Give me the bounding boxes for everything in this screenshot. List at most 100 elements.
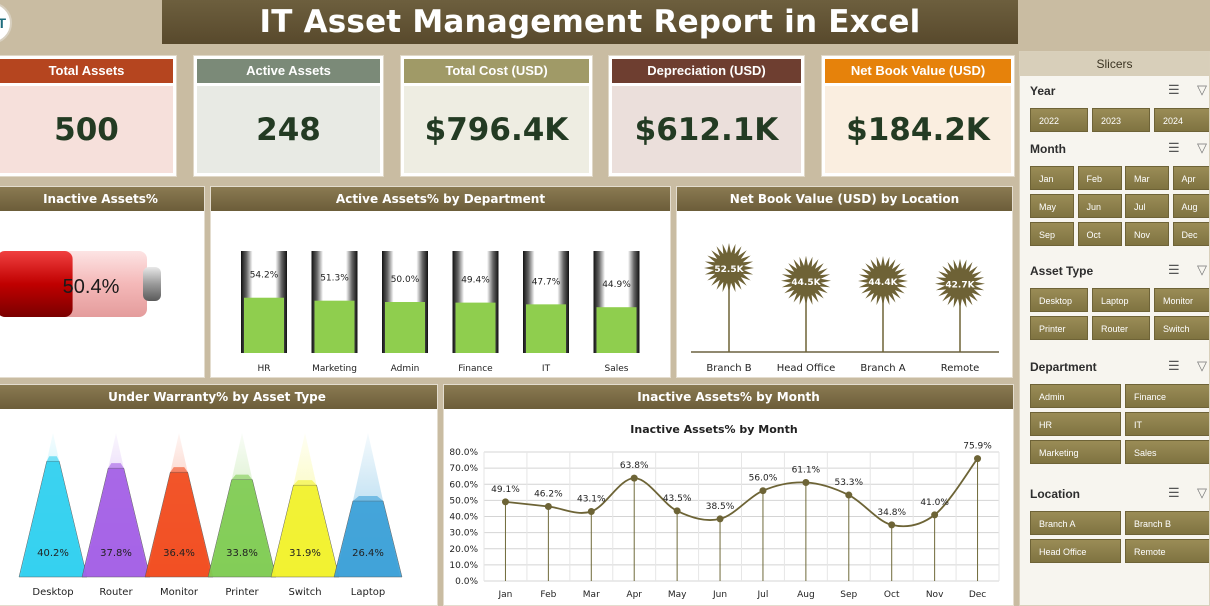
x-tick-label: Jun	[712, 590, 727, 600]
slicer-button-location[interactable]: Head Office	[1030, 539, 1121, 563]
clear-filter-icon[interactable]: ▽	[1197, 140, 1207, 155]
y-tick-label: 20.0%	[449, 545, 478, 555]
inactive-value-label: 50.4%	[63, 276, 120, 298]
slicer-button-month[interactable]: Oct	[1077, 222, 1122, 246]
data-label: 54.2%	[250, 271, 279, 281]
pyramid-bar	[18, 460, 88, 578]
slicer-button-month[interactable]: Sep	[1030, 222, 1074, 246]
data-label: 44.9%	[602, 280, 631, 290]
panel-title: Inactive Assets%	[0, 187, 204, 211]
multi-select-icon[interactable]: ☰	[1168, 358, 1180, 373]
category-label: Admin	[391, 364, 420, 374]
slicer-button-asset-type[interactable]: Switch	[1154, 316, 1209, 340]
slicer-button-month[interactable]: Jul	[1125, 194, 1169, 218]
kpi-net-book-value: Net Book Value (USD) $184.2K	[821, 55, 1015, 177]
data-label: 43.1%	[577, 495, 606, 505]
slicer-button-year[interactable]: 2024	[1154, 108, 1209, 132]
slicer-button-year[interactable]: 2023	[1092, 108, 1150, 132]
panel-title: Inactive Assets% by Month	[444, 385, 1013, 409]
category-label: Remote	[941, 363, 980, 374]
slicer-button-month[interactable]: Mar	[1125, 166, 1169, 190]
kpi-total-cost: Total Cost (USD) $796.4K	[400, 55, 593, 177]
slicer-button-department[interactable]: HR	[1030, 412, 1121, 436]
slicer-button-asset-type[interactable]: Desktop	[1030, 288, 1088, 312]
kpi-label: Total Assets	[0, 59, 173, 83]
battery-fill	[0, 251, 73, 317]
location-chart: 52.5K Branch B 44.5K Head Office 44.4K Branch…	[691, 243, 999, 374]
slicer-button-month[interactable]: Jan	[1030, 166, 1074, 190]
pyramid-cap	[108, 463, 124, 469]
pyramid-bar	[333, 500, 403, 578]
data-label: 41.0%	[920, 498, 949, 508]
slicer-button-asset-type[interactable]: Printer	[1030, 316, 1088, 340]
multi-select-icon[interactable]: ☰	[1168, 262, 1180, 277]
y-tick-label: 80.0%	[449, 448, 478, 458]
multi-select-icon[interactable]: ☰	[1168, 82, 1180, 97]
data-label: 37.8%	[100, 548, 132, 559]
slicer-button-month[interactable]: Nov	[1125, 222, 1169, 246]
kpi-total-assets: Total Assets 500	[0, 55, 177, 177]
clear-filter-icon[interactable]: ▽	[1197, 82, 1207, 97]
clear-filter-icon[interactable]: ▽	[1197, 485, 1207, 500]
data-point	[759, 487, 767, 495]
data-label: 36.4%	[163, 548, 195, 559]
bar	[455, 302, 496, 353]
category-label: IT	[542, 364, 551, 374]
data-point	[630, 474, 638, 482]
kpi-value: $184.2K	[825, 86, 1011, 173]
clear-filter-icon[interactable]: ▽	[1197, 358, 1207, 373]
data-point	[673, 507, 681, 515]
pyramid-cap	[170, 467, 188, 473]
slicer-button-asset-type[interactable]: Monitor	[1154, 288, 1209, 312]
slicer-button-location[interactable]: Branch A	[1030, 511, 1121, 535]
inactive-by-month-panel: Inactive Assets% by Month Inactive Asset…	[443, 384, 1014, 606]
data-label: 63.8%	[620, 461, 649, 471]
kpi-value: 500	[0, 86, 173, 173]
x-tick-label: Sep	[840, 590, 857, 600]
slicer-button-department[interactable]: Sales	[1125, 440, 1209, 464]
slicer-button-department[interactable]: IT	[1125, 412, 1209, 436]
slicer-button-department[interactable]: Admin	[1030, 384, 1121, 408]
clear-filter-icon[interactable]: ▽	[1197, 262, 1207, 277]
slicer-button-department[interactable]: Marketing	[1030, 440, 1121, 464]
panel-title: Active Assets% by Department	[211, 187, 670, 211]
data-label: 49.4%	[461, 276, 490, 286]
pyramid-bar	[144, 471, 214, 578]
y-tick-label: 70.0%	[449, 464, 478, 474]
slicer-button-department[interactable]: Finance	[1125, 384, 1209, 408]
slicer-button-month[interactable]: May	[1030, 194, 1074, 218]
data-label: 56.0%	[749, 474, 778, 484]
slicer-button-asset-type[interactable]: Laptop	[1092, 288, 1150, 312]
slicer-button-location[interactable]: Branch B	[1125, 511, 1209, 535]
y-tick-label: 60.0%	[449, 480, 478, 490]
battery-gauge: 50.4%	[0, 251, 161, 317]
data-point	[974, 455, 982, 463]
slicer-button-month[interactable]: Apr	[1172, 166, 1209, 190]
data-label: 43.5%	[663, 494, 692, 504]
kpi-value: 248	[197, 86, 380, 173]
slicers-title: Slicers	[1020, 52, 1209, 76]
slicer-button-month[interactable]: Jun	[1077, 194, 1122, 218]
slicer-button-location[interactable]: Remote	[1125, 539, 1209, 563]
starburst-marker	[704, 243, 754, 293]
slicer-button-month[interactable]: Dec	[1172, 222, 1209, 246]
data-label: 46.2%	[534, 490, 563, 500]
data-label: 31.9%	[289, 548, 321, 559]
x-tick-label: Dec	[969, 590, 986, 600]
data-label: 52.5K	[714, 265, 744, 275]
data-label: 38.5%	[706, 502, 735, 512]
data-point	[845, 491, 853, 499]
page-title: IT Asset Management Report in Excel	[162, 0, 1018, 44]
slicer-button-month[interactable]: Feb	[1077, 166, 1122, 190]
slicer-button-asset-type[interactable]: Router	[1092, 316, 1150, 340]
multi-select-icon[interactable]: ☰	[1168, 485, 1180, 500]
slicer-button-year[interactable]: 2022	[1030, 108, 1088, 132]
category-label: Branch A	[860, 363, 905, 374]
nbv-by-location-panel: Net Book Value (USD) by Location 52.5K Br…	[676, 186, 1013, 378]
multi-select-icon[interactable]: ☰	[1168, 140, 1180, 155]
y-tick-label: 50.0%	[449, 496, 478, 506]
bar	[526, 304, 566, 353]
slicer-button-month[interactable]: Aug	[1172, 194, 1209, 218]
kpi-label: Active Assets	[197, 59, 380, 83]
kpi-value: $796.4K	[404, 86, 589, 173]
